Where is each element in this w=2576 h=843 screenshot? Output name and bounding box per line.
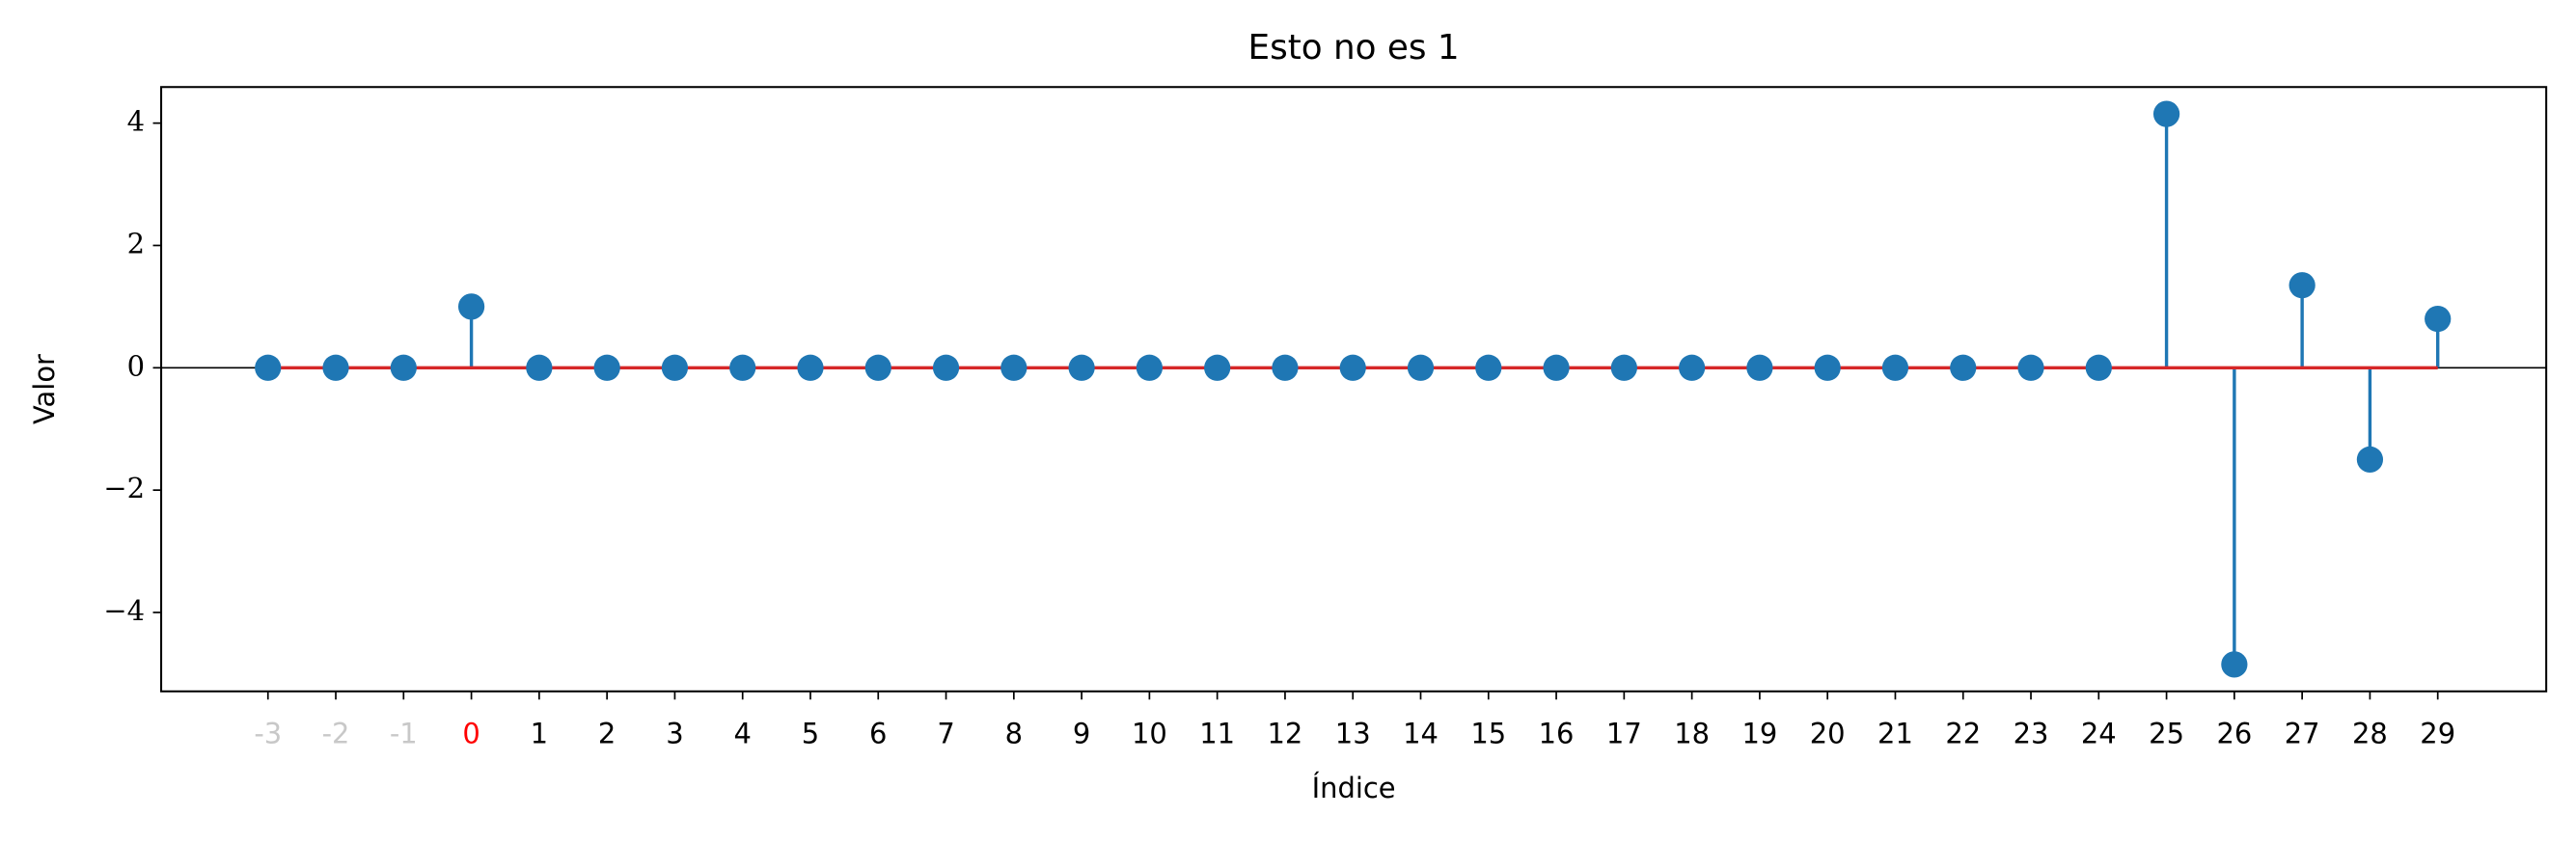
- x-tick-label: 1: [531, 718, 548, 750]
- y-tick-label: 4: [127, 105, 145, 138]
- x-tick-label: 27: [2285, 718, 2320, 750]
- marker: [2288, 272, 2316, 299]
- marker: [1475, 354, 1502, 381]
- x-tick-label: 24: [2081, 718, 2117, 750]
- x-tick-label: 7: [937, 718, 954, 750]
- x-tick-label: -3: [254, 718, 282, 750]
- marker: [2221, 651, 2248, 678]
- x-tick-label: 23: [2014, 718, 2049, 750]
- x-tick-label: 16: [1539, 718, 1575, 750]
- x-tick-label: 26: [2216, 718, 2252, 750]
- marker: [1407, 354, 1435, 381]
- marker: [864, 354, 891, 381]
- marker: [2085, 354, 2112, 381]
- y-axis-label: Valor: [28, 354, 61, 424]
- x-tick-label: 20: [1810, 718, 1846, 750]
- x-tick-label: 9: [1073, 718, 1090, 750]
- x-tick-label: 28: [2352, 718, 2388, 750]
- marker: [322, 354, 349, 381]
- marker: [661, 354, 689, 381]
- marker: [729, 354, 756, 381]
- x-tick-label: 15: [1470, 718, 1506, 750]
- marker: [1746, 354, 1773, 381]
- marker: [1679, 354, 1706, 381]
- x-tick-label: 17: [1606, 718, 1642, 750]
- marker: [593, 354, 620, 381]
- marker: [1881, 354, 1909, 381]
- x-tick-label: 12: [1268, 718, 1303, 750]
- x-axis-label: Índice: [1312, 772, 1396, 804]
- marker: [2152, 100, 2180, 127]
- x-tick-label: 19: [1741, 718, 1777, 750]
- x-tick-label: -2: [322, 718, 350, 750]
- marker: [390, 354, 417, 381]
- marker: [1204, 354, 1231, 381]
- x-tick-label: 0: [462, 718, 480, 750]
- marker: [1068, 354, 1095, 381]
- x-tick-label: 8: [1005, 718, 1023, 750]
- marker: [1339, 354, 1366, 381]
- plot-frame: [160, 86, 2548, 693]
- marker: [2356, 446, 2384, 474]
- x-tick-label: 2: [598, 718, 616, 750]
- y-tick-label: 0: [127, 349, 145, 382]
- x-tick-label: 3: [666, 718, 683, 750]
- marker: [457, 293, 485, 320]
- x-tick-label: 11: [1199, 718, 1235, 750]
- marker: [2425, 305, 2452, 333]
- marker: [797, 354, 824, 381]
- x-tick-label: 10: [1132, 718, 1167, 750]
- marker: [1610, 354, 1637, 381]
- marker: [1272, 354, 1299, 381]
- marker: [255, 354, 282, 381]
- marker: [932, 354, 960, 381]
- y-tick-label: −4: [103, 594, 145, 627]
- x-tick-label: 4: [733, 718, 751, 750]
- x-tick-label: 5: [802, 718, 819, 750]
- marker: [1543, 354, 1570, 381]
- x-tick-label: 18: [1674, 718, 1710, 750]
- x-tick-label: 6: [869, 718, 887, 750]
- chart-title: Esto no es 1: [1248, 28, 1460, 68]
- marker: [1814, 354, 1841, 381]
- marker: [526, 354, 553, 381]
- marker: [1000, 354, 1028, 381]
- marker: [1136, 354, 1164, 381]
- y-tick-label: −2: [103, 472, 145, 504]
- x-tick-label: 14: [1403, 718, 1439, 750]
- x-tick-label: 21: [1877, 718, 1913, 750]
- x-tick-label: 29: [2420, 718, 2455, 750]
- x-tick-label: 25: [2149, 718, 2184, 750]
- x-tick-label: 22: [1945, 718, 1981, 750]
- y-tick-label: 2: [127, 227, 145, 259]
- marker: [1950, 354, 1977, 381]
- marker: [2017, 354, 2044, 381]
- x-tick-label: -1: [390, 718, 418, 750]
- x-tick-label: 13: [1335, 718, 1371, 750]
